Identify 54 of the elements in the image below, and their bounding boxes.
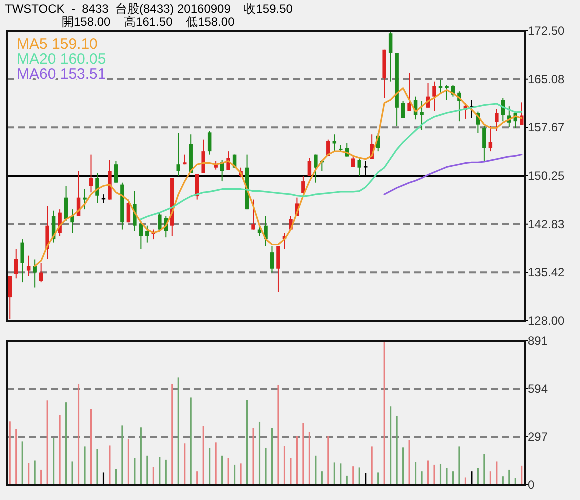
candlestick bbox=[488, 126, 493, 152]
candlestick bbox=[14, 248, 18, 280]
candlestick bbox=[89, 154, 94, 194]
candlestick bbox=[408, 72, 412, 112]
candlestick bbox=[445, 84, 449, 101]
candlestick bbox=[252, 199, 256, 230]
y-tick-label: 0 bbox=[528, 478, 535, 492]
y-tick-label: 594 bbox=[528, 382, 548, 396]
candlestick bbox=[96, 172, 100, 204]
y-tick-label: 165.08 bbox=[528, 72, 566, 86]
candlestick bbox=[314, 154, 318, 184]
y-tick-label: 172.50 bbox=[528, 24, 566, 38]
chart-subtitle: 開158.00 高161.50 低158.00 bbox=[62, 15, 236, 29]
candlestick bbox=[158, 212, 162, 230]
y-tick-label: 891 bbox=[528, 334, 548, 348]
candlestick bbox=[270, 246, 274, 274]
y-tick-label: 297 bbox=[528, 430, 548, 444]
candlestick bbox=[482, 126, 486, 162]
line-series bbox=[384, 154, 523, 196]
candlestick bbox=[176, 132, 180, 177]
candlestick bbox=[70, 209, 74, 234]
y-tick-label: 142.83 bbox=[528, 217, 566, 232]
y-tick-label: 128.00 bbox=[528, 314, 566, 328]
candlestick bbox=[420, 100, 424, 131]
candlestick bbox=[139, 220, 144, 250]
candlestick bbox=[58, 209, 62, 237]
candlestick bbox=[264, 216, 268, 247]
candlestick bbox=[358, 158, 362, 177]
candlestick bbox=[302, 176, 306, 194]
candlestick bbox=[83, 188, 87, 210]
candlestick bbox=[114, 160, 118, 184]
candlestick bbox=[202, 139, 206, 174]
candlestick bbox=[33, 259, 37, 288]
candlestick bbox=[401, 100, 406, 119]
candlestick bbox=[20, 239, 24, 284]
candlestick bbox=[388, 30, 393, 82]
candlestick bbox=[432, 81, 436, 112]
chart-title: TWSTOCK - 8433 台股(8433) 20160909 收159.50 bbox=[5, 2, 294, 16]
candlestick bbox=[208, 130, 212, 156]
y-tick-label: 157.67 bbox=[528, 120, 566, 135]
y-tick-label: 135.42 bbox=[528, 266, 566, 280]
text: MA20 160.05 bbox=[17, 51, 106, 68]
candlestick bbox=[308, 158, 312, 177]
candlestick bbox=[146, 225, 150, 244]
candlestick bbox=[26, 255, 31, 277]
candlestick bbox=[495, 108, 499, 132]
candlestick bbox=[276, 246, 280, 293]
candlestick bbox=[46, 206, 50, 260]
candlestick bbox=[8, 276, 12, 320]
y-tick-label: 150.25 bbox=[528, 169, 566, 183]
text: MA5 159.10 bbox=[17, 36, 98, 53]
candlestick bbox=[438, 79, 443, 94]
candlestick bbox=[520, 102, 524, 126]
candlestick bbox=[332, 134, 337, 152]
